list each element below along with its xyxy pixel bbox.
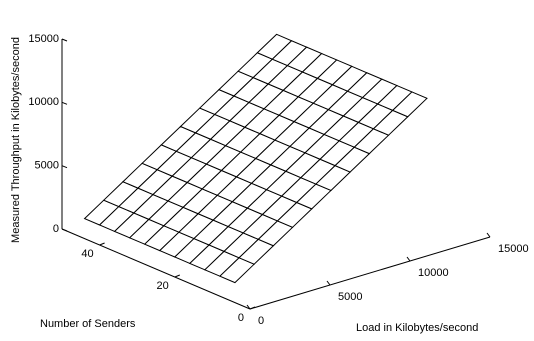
surface-cell bbox=[391, 91, 428, 118]
z-tick bbox=[61, 165, 68, 169]
x-axis-label: Load in Kilobytes/second bbox=[356, 322, 478, 334]
x-tick-label: 10000 bbox=[418, 267, 449, 279]
y-axis bbox=[61, 228, 251, 310]
z-tick bbox=[61, 38, 68, 42]
z-tick-label: 5000 bbox=[35, 160, 59, 172]
z-tick-label: 15000 bbox=[28, 33, 59, 45]
z-axis-label: Measured Throughput in Kilobytes/second bbox=[10, 37, 22, 243]
x-tick bbox=[406, 256, 411, 262]
x-tick-label: 15000 bbox=[498, 243, 529, 255]
z-tick bbox=[61, 101, 68, 105]
y-tick bbox=[249, 306, 256, 310]
x-tick bbox=[326, 280, 331, 286]
x-tick bbox=[486, 232, 491, 238]
x-axis bbox=[249, 236, 491, 310]
y-tick-label: 20 bbox=[157, 280, 169, 292]
y-tick-label: 0 bbox=[238, 312, 244, 324]
y-tick bbox=[174, 274, 180, 278]
z-tick-label: 0 bbox=[53, 223, 59, 235]
x-tick bbox=[246, 304, 251, 310]
y-tick-label: 40 bbox=[81, 248, 93, 260]
x-tick-label: 0 bbox=[258, 315, 264, 327]
y-tick bbox=[99, 242, 105, 246]
y-axis-label: Number of Senders bbox=[40, 318, 136, 330]
z-tick bbox=[61, 228, 68, 232]
x-tick-label: 5000 bbox=[338, 291, 362, 303]
z-tick-label: 10000 bbox=[28, 96, 59, 108]
